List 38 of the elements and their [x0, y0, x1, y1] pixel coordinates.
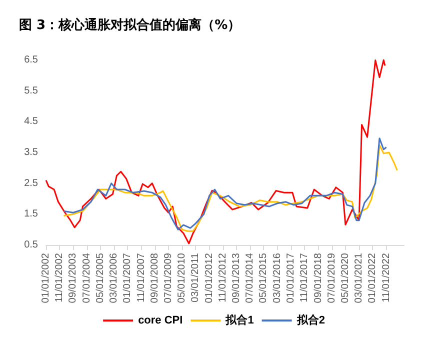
x-tick-label: 11/01/2002 — [54, 252, 66, 302]
chart-title: 图 3：核心通胀对拟合值的偏离（%） — [19, 17, 241, 33]
x-tick-label: 07/01/2019 — [326, 252, 338, 304]
x-tick-label: 05/01/2015 — [258, 252, 270, 304]
x-tick-label: 11/01/2012 — [217, 252, 228, 302]
x-tick-label: 01/01/2017 — [286, 252, 297, 304]
x-tick-label: 05/01/2005 — [94, 252, 106, 304]
x-tick-label: 03/01/2006 — [108, 252, 120, 304]
x-tick-label: 01/01/2002 — [40, 252, 52, 304]
x-tick-label: 09/01/2003 — [68, 252, 79, 304]
x-tick-label: 03/01/2016 — [272, 252, 283, 304]
x-tick-label: 03/01/2011 — [190, 252, 202, 302]
legend-label: 拟合2 — [296, 314, 325, 326]
x-tick-label: 11/01/2022 — [380, 252, 392, 302]
x-tick-label: 01/01/2022 — [367, 252, 378, 304]
y-tick-label: 1.5 — [24, 208, 38, 220]
x-tick-label: 07/01/2014 — [244, 252, 256, 304]
y-tick-label: 5.5 — [24, 85, 38, 96]
y-tick-label: 6.5 — [24, 54, 38, 66]
x-tick-label: 01/01/2012 — [204, 252, 215, 304]
x-tick-label: 07/01/2004 — [81, 252, 92, 304]
x-tick-label: 05/01/2010 — [176, 252, 188, 304]
x-tick-label: 03/01/2021 — [354, 252, 365, 304]
x-tick-label: 11/01/2017 — [299, 252, 310, 302]
legend-label: core CPI — [138, 314, 183, 326]
y-tick-label: 2.5 — [24, 178, 38, 189]
x-tick-label: 01/01/2007 — [122, 252, 134, 304]
x-tick-label: 09/01/2013 — [231, 252, 242, 304]
x-tick-label: 05/01/2020 — [340, 252, 351, 304]
legend-label: 拟合1 — [224, 314, 254, 326]
y-tick-label: 4.5 — [24, 116, 38, 128]
x-tick-label: 07/01/2009 — [162, 252, 174, 304]
y-tick-label: 3.5 — [24, 147, 38, 158]
y-tick-label: 0.5 — [24, 240, 38, 250]
x-tick-label: 09/01/2018 — [312, 252, 324, 304]
line-series — [45, 59, 386, 244]
x-tick-label: 09/01/2008 — [149, 252, 160, 304]
x-tick-label: 11/01/2007 — [136, 252, 147, 302]
